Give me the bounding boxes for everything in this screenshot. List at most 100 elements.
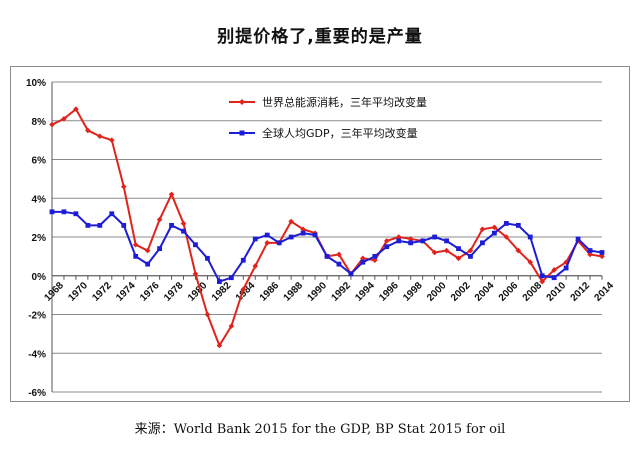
data-point-series-1 bbox=[132, 241, 139, 248]
data-point-series-1 bbox=[120, 183, 127, 190]
data-point-series-2 bbox=[133, 253, 139, 259]
data-point-series-1 bbox=[443, 247, 450, 254]
data-point-series-2 bbox=[456, 246, 461, 252]
x-tick-label: 2010 bbox=[545, 280, 569, 304]
data-point-series-2 bbox=[336, 261, 342, 267]
y-tick-label: 0% bbox=[32, 272, 47, 283]
x-tick-label: 1972 bbox=[90, 280, 114, 304]
y-tick-label: -4% bbox=[28, 349, 46, 360]
data-point-series-2 bbox=[193, 242, 198, 248]
data-point-series-1 bbox=[360, 255, 366, 262]
data-point-series-1 bbox=[85, 127, 91, 134]
data-point-series-2 bbox=[396, 238, 402, 244]
chart-title: 别提价格了,重要的是产量 bbox=[217, 27, 423, 47]
data-point-series-2 bbox=[468, 253, 473, 259]
x-tick-label: 2002 bbox=[449, 280, 473, 304]
data-point-series-2 bbox=[384, 244, 390, 250]
data-point-series-2 bbox=[599, 250, 605, 255]
data-point-series-2 bbox=[575, 236, 581, 242]
data-point-series-2 bbox=[109, 211, 115, 217]
x-tick-label: 2000 bbox=[425, 280, 449, 304]
x-tick-label: 1996 bbox=[377, 280, 401, 304]
x-tick-label: 1976 bbox=[138, 280, 162, 304]
data-point-series-1 bbox=[228, 323, 235, 329]
y-tick-label: 2% bbox=[32, 233, 47, 244]
data-point-series-2 bbox=[228, 275, 234, 281]
data-point-series-1 bbox=[395, 234, 402, 240]
series-line-2 bbox=[52, 210, 603, 283]
x-tick-label: 1970 bbox=[66, 280, 90, 304]
data-point-series-1 bbox=[61, 116, 67, 122]
data-point-series-2 bbox=[169, 222, 174, 228]
x-tick-label: 2012 bbox=[569, 280, 593, 304]
data-point-series-2 bbox=[300, 230, 306, 236]
y-tick-label: -2% bbox=[28, 311, 46, 322]
data-point-series-2 bbox=[372, 253, 378, 259]
legend-marker-1 bbox=[239, 99, 245, 105]
data-point-series-1 bbox=[180, 220, 187, 227]
data-point-series-1 bbox=[300, 226, 306, 233]
y-tick-label: 4% bbox=[32, 194, 47, 205]
data-point-series-2 bbox=[324, 253, 330, 259]
data-point-series-1 bbox=[407, 236, 414, 242]
data-point-series-2 bbox=[85, 222, 91, 228]
data-point-series-2 bbox=[408, 240, 414, 246]
data-point-series-1 bbox=[599, 253, 605, 260]
data-point-series-2 bbox=[276, 240, 282, 246]
data-point-series-2 bbox=[563, 265, 569, 271]
x-tick-label: 1968 bbox=[42, 280, 66, 304]
data-point-series-2 bbox=[181, 228, 186, 234]
data-point-series-2 bbox=[264, 232, 270, 238]
x-tick-label: 1986 bbox=[258, 280, 282, 304]
data-point-series-2 bbox=[312, 232, 318, 238]
data-point-series-1 bbox=[551, 267, 557, 273]
data-point-series-1 bbox=[49, 121, 55, 128]
data-point-series-1 bbox=[431, 249, 438, 256]
x-tick-label: 2004 bbox=[473, 280, 497, 304]
legend-label-1: 世界总能源消耗，三年平均改变量 bbox=[262, 95, 427, 109]
data-point-series-1 bbox=[515, 247, 522, 254]
data-point-series-2 bbox=[240, 257, 246, 263]
data-point-series-1 bbox=[240, 286, 247, 293]
x-tick-label: 1988 bbox=[282, 280, 306, 304]
data-point-series-2 bbox=[444, 238, 449, 244]
y-tick-label: -6% bbox=[28, 388, 46, 399]
data-point-series-1 bbox=[539, 278, 546, 285]
data-point-series-2 bbox=[420, 238, 426, 244]
y-tick-label: 10% bbox=[26, 78, 46, 89]
x-tick-label: 1992 bbox=[329, 280, 353, 304]
data-point-series-1 bbox=[479, 226, 486, 233]
data-point-series-1 bbox=[252, 263, 259, 269]
data-point-series-1 bbox=[372, 257, 378, 264]
data-point-series-2 bbox=[121, 222, 127, 228]
data-point-series-1 bbox=[156, 216, 163, 223]
x-tick-label: 2014 bbox=[592, 280, 616, 304]
data-point-series-2 bbox=[145, 261, 151, 267]
y-tick-label: 8% bbox=[32, 117, 47, 128]
x-tick-label: 1978 bbox=[162, 280, 186, 304]
data-point-series-1 bbox=[204, 311, 211, 318]
y-tick-label: 6% bbox=[32, 156, 47, 167]
data-point-series-2 bbox=[539, 273, 545, 279]
data-point-series-1 bbox=[144, 247, 151, 254]
data-point-series-1 bbox=[336, 251, 342, 258]
data-point-series-1 bbox=[587, 251, 593, 258]
data-point-series-2 bbox=[348, 271, 354, 277]
x-tick-label: 1974 bbox=[114, 280, 138, 304]
data-point-series-1 bbox=[216, 342, 223, 349]
data-point-series-2 bbox=[527, 234, 533, 240]
data-point-series-1 bbox=[455, 255, 462, 262]
data-point-series-2 bbox=[587, 248, 593, 253]
data-point-series-2 bbox=[432, 234, 438, 240]
data-point-series-2 bbox=[360, 259, 366, 265]
data-point-series-2 bbox=[551, 275, 557, 281]
legend-label-2: 全球人均GDP，三年平均改变量 bbox=[262, 126, 418, 140]
data-point-series-1 bbox=[73, 106, 79, 112]
x-tick-label: 1994 bbox=[353, 280, 377, 304]
data-point-series-1 bbox=[503, 234, 510, 240]
data-point-series-1 bbox=[168, 191, 175, 198]
data-point-series-2 bbox=[61, 209, 67, 215]
chart-frame bbox=[10, 66, 630, 402]
data-point-series-1 bbox=[467, 247, 474, 254]
